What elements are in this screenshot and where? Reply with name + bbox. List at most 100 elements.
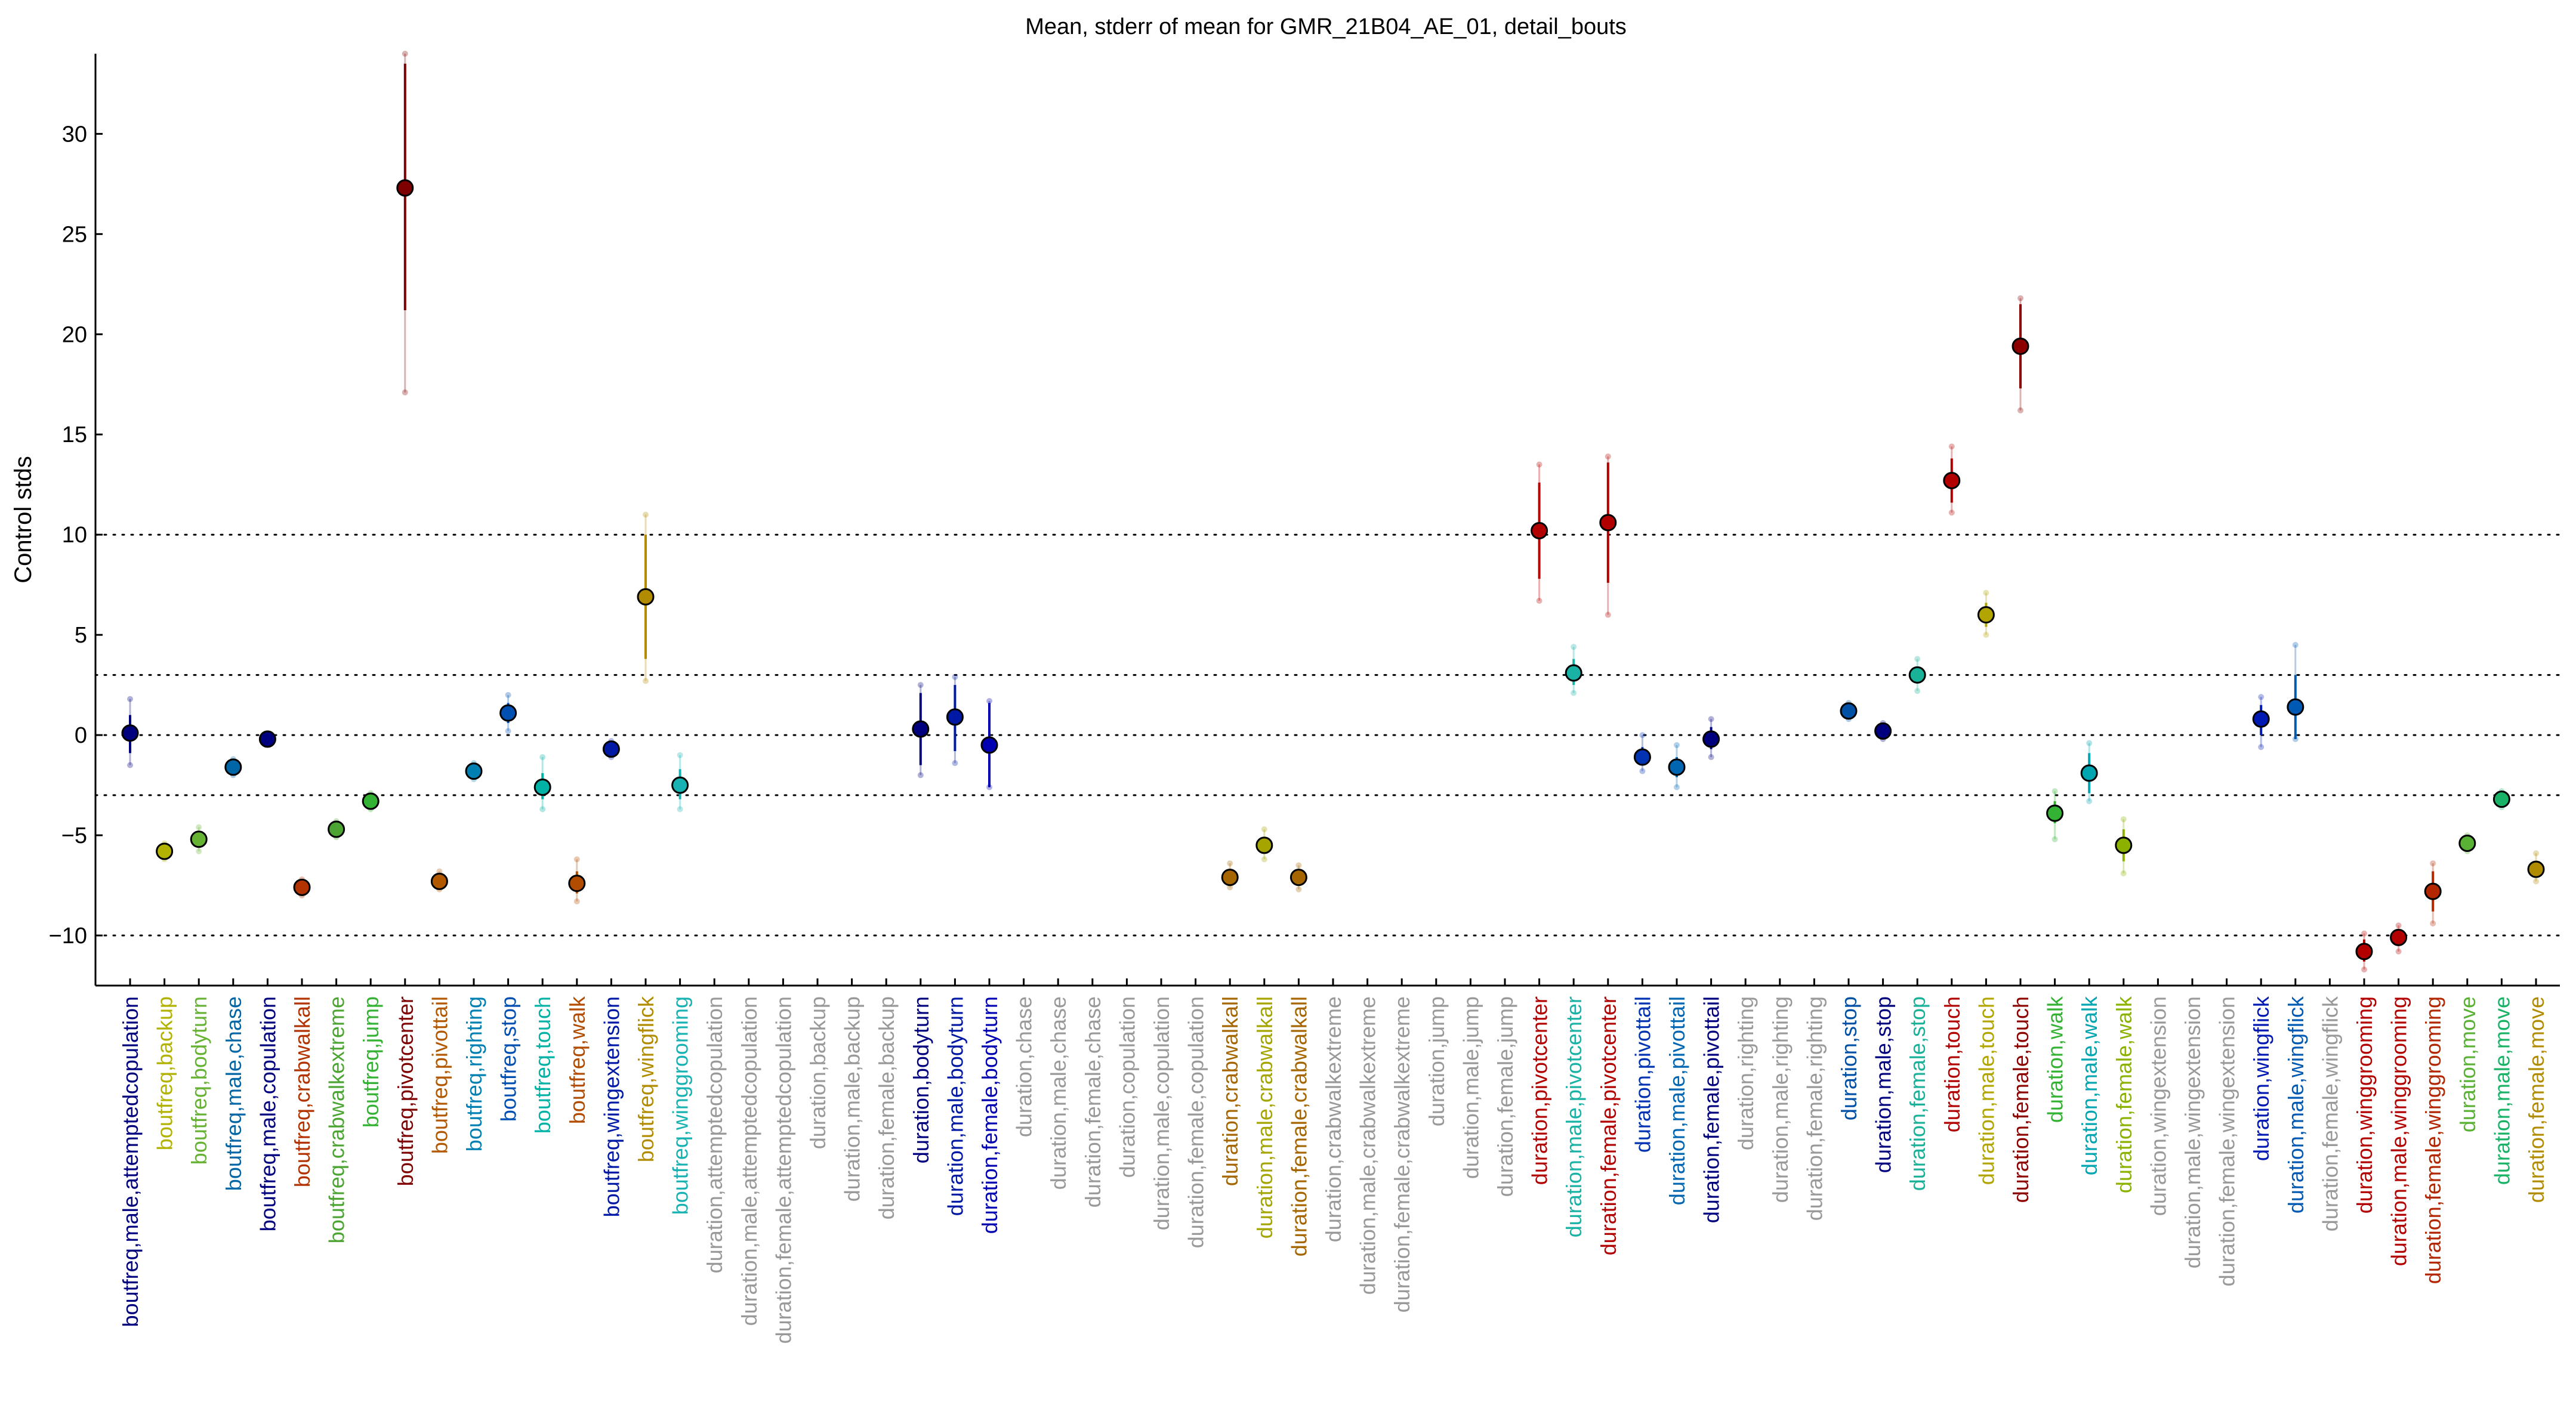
x-tick-label: duration,female,bodyturn <box>977 996 1002 1234</box>
x-tick-label: duration,crabwalkextreme <box>1321 996 1346 1242</box>
extended-error-cap <box>952 760 958 767</box>
x-tick-label: duration,crabwalkall <box>1218 996 1242 1186</box>
mean-point <box>1702 730 1720 748</box>
extended-error-cap <box>127 762 133 768</box>
x-tick-label: boutfreq,male,copulation <box>255 996 280 1231</box>
extended-error-cap <box>2292 641 2299 648</box>
extended-error-cap <box>1227 860 1233 867</box>
extended-error-cap <box>1948 443 1955 450</box>
extended-error-cap <box>2086 740 2093 746</box>
mean-point <box>2492 790 2510 808</box>
mean-point <box>1599 514 1617 532</box>
x-tick-label: duration,female,stop <box>1905 996 1930 1191</box>
extended-error-cap <box>2533 850 2539 857</box>
mean-point <box>1531 521 1548 539</box>
y-tick-label: −10 <box>49 924 87 949</box>
mean-point <box>533 778 551 796</box>
mean-point <box>396 179 414 197</box>
extended-error-cap <box>2051 788 2058 795</box>
mean-point <box>2080 764 2098 782</box>
x-tick-label: boutfreq,winggrooming <box>668 996 693 1215</box>
x-tick-label: duration,wingflick <box>2249 996 2273 1161</box>
x-tick-label: duration,male,move <box>2489 996 2514 1185</box>
mean-point <box>980 736 998 754</box>
chart-title: Mean, stderr of mean for GMR_21B04_AE_01… <box>1025 14 1627 39</box>
mean-point <box>671 776 689 794</box>
x-tick-label: duration,female,pivottail <box>1699 996 1724 1223</box>
extended-error-cap <box>2395 948 2402 955</box>
x-tick-label: duration,female,attemptedcopulation <box>771 996 795 1344</box>
mean-point <box>121 724 139 742</box>
x-tick-label: duration,bodyturn <box>909 996 933 1163</box>
extended-error-cap <box>2430 860 2436 867</box>
y-tick-label: 5 <box>75 623 87 648</box>
mean-point <box>499 704 517 722</box>
extended-error-cap <box>1295 886 1302 893</box>
x-tick-label: duration,male,wingextension <box>2180 996 2205 1268</box>
x-tick-label: duration,female,crabwalkextreme <box>1390 996 1414 1313</box>
x-tick-label: duration,female,jump <box>1493 996 1517 1197</box>
extended-error-cap <box>1227 884 1233 891</box>
extended-error-cap <box>1605 612 1611 618</box>
x-tick-label: duration,female,touch <box>2009 996 2033 1203</box>
x-tick-label: duration,male,righting <box>1768 996 1793 1203</box>
x-tick-label: duration,winggrooming <box>2352 996 2377 1213</box>
x-tick-label: boutfreq,wingflick <box>634 996 658 1162</box>
extended-error-cap <box>436 868 443 875</box>
x-tick-label: duration,stop <box>1837 996 1861 1120</box>
extended-error-cap <box>677 752 683 758</box>
extended-error-cap <box>2258 744 2265 751</box>
extended-error-cap <box>2430 920 2436 927</box>
extended-error-cap <box>196 848 202 854</box>
x-tick-label: boutfreq,pivotcenter <box>393 996 418 1186</box>
y-tick-label: 30 <box>62 122 87 147</box>
x-tick-label: duration,male,pivotcenter <box>1562 996 1586 1237</box>
x-tick-label: duration,male,chase <box>1046 996 1070 1190</box>
x-tick-label: duration,female,righting <box>1802 996 1827 1221</box>
x-tick-label: duration,female,backup <box>874 996 899 1219</box>
x-tick-label: duration,female,walk <box>2112 996 2136 1193</box>
extended-error-cap <box>643 511 649 518</box>
mean-point <box>362 792 380 810</box>
mean-point <box>2046 804 2064 822</box>
extended-error-cap <box>1261 826 1267 832</box>
extended-error-cap <box>2533 878 2539 885</box>
y-tick-label: 0 <box>75 723 87 748</box>
extended-error-cap <box>2017 407 2023 413</box>
x-tick-label: boutfreq,bodyturn <box>187 996 211 1165</box>
extended-error-cap <box>2086 798 2093 804</box>
x-tick-label: boutfreq,stop <box>496 996 521 1122</box>
extended-error-cap <box>1708 716 1714 722</box>
x-tick-label: duration,move <box>2455 996 2480 1132</box>
extended-error-cap <box>677 806 683 813</box>
mean-point <box>602 740 620 758</box>
extended-error-cap <box>1536 461 1542 468</box>
extended-error-cap <box>1914 656 1921 662</box>
mean-point <box>1255 836 1273 854</box>
x-tick-label: duration,touch <box>1940 996 1964 1132</box>
x-tick-label: duration,female,crabwalkall <box>1287 996 1311 1256</box>
extended-error-cap <box>1674 784 1680 790</box>
mean-point <box>328 820 345 838</box>
extended-error-cap <box>573 898 580 904</box>
y-tick-label: −5 <box>61 823 87 848</box>
x-tick-label: duration,female,pivotcenter <box>1596 996 1621 1255</box>
extended-error-cap <box>2395 922 2402 929</box>
x-tick-label: duration,pivotcenter <box>1528 996 1552 1185</box>
x-tick-label: duration,male,winggrooming <box>2387 996 2411 1266</box>
mean-point <box>2287 698 2304 716</box>
x-tick-label: duration,male,jump <box>1458 996 1483 1179</box>
mean-point <box>430 872 448 890</box>
x-tick-label: duration,male,walk <box>2077 996 2102 1175</box>
x-tick-label: duration,female,chase <box>1081 996 1105 1208</box>
extended-error-cap <box>1639 732 1646 739</box>
x-tick-label: boutfreq,male,attemptedcopulation <box>118 996 143 1327</box>
y-tick-label: 10 <box>62 523 87 548</box>
mean-point <box>190 830 208 848</box>
mean-point <box>2527 860 2545 878</box>
extended-error-cap <box>917 772 924 779</box>
x-tick-label: duration,righting <box>1733 996 1758 1150</box>
axes <box>94 54 2560 987</box>
mean-point <box>224 758 242 776</box>
